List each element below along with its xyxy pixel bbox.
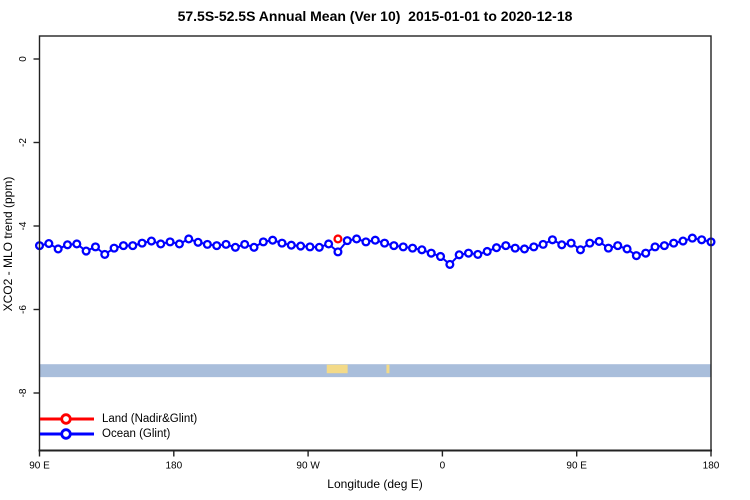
y-tick-label: 0 — [18, 56, 29, 62]
ocean-data-point — [342, 236, 352, 246]
ocean-data-point — [268, 235, 278, 245]
ocean-data-point — [156, 239, 166, 249]
ocean-data-point — [165, 237, 175, 247]
land-series-marker-icon — [40, 413, 94, 425]
ocean-data-point — [100, 249, 110, 259]
ocean-data-point — [258, 237, 268, 247]
ocean-data-point — [174, 239, 184, 249]
ocean-data-point — [547, 235, 558, 245]
y-tick-label: -8 — [18, 388, 29, 397]
ocean-data-point — [529, 242, 539, 252]
ocean-data-point — [687, 233, 697, 243]
y-tick-label: -6 — [18, 305, 29, 314]
ocean-data-point — [575, 245, 585, 255]
ocean-data-point — [352, 234, 362, 244]
ocean-data-point — [417, 245, 427, 255]
y-tick-label: -4 — [18, 221, 29, 230]
ocean-data-point — [90, 242, 101, 252]
ocean-data-point — [62, 240, 73, 250]
map-strip-land-patch — [326, 364, 348, 374]
ocean-data-point — [463, 248, 474, 258]
ocean-data-point — [566, 238, 576, 248]
ocean-data-point — [146, 236, 156, 246]
ocean-data-point — [398, 242, 408, 252]
ocean-data-point — [72, 239, 82, 249]
legend-item-land: Land (Nadir&Glint) — [38, 412, 197, 426]
ocean-data-point — [454, 250, 464, 260]
ocean-data-point — [482, 246, 492, 257]
ocean-data-point — [445, 259, 455, 269]
ocean-data-point — [659, 241, 669, 251]
ocean-data-point — [212, 241, 222, 251]
ocean-data-point — [603, 243, 613, 253]
ocean-data-point — [650, 242, 660, 252]
ocean-data-point — [669, 238, 679, 248]
ocean-data-point — [361, 237, 371, 247]
x-tick-label: 180 — [165, 461, 182, 472]
x-tick-label: 180 — [703, 461, 720, 472]
ocean-data-point — [286, 240, 296, 250]
ocean-data-point — [613, 241, 623, 251]
x-axis-label: Longitude (deg E) — [327, 477, 423, 491]
ocean-data-point — [370, 235, 380, 245]
ocean-data-point — [473, 249, 483, 259]
ocean-data-point — [435, 251, 446, 262]
ocean-data-point — [137, 238, 147, 248]
ocean-data-point — [491, 243, 502, 253]
ocean-data-point — [314, 242, 324, 252]
chart-title: 57.5S-52.5S Annual Mean (Ver 10) 2015-01… — [177, 8, 573, 24]
ocean-series-marker-icon — [40, 428, 94, 440]
ocean-data-point — [109, 243, 119, 253]
legend-label-ocean: Ocean (Glint) — [102, 428, 171, 440]
ocean-data-point — [221, 239, 231, 249]
ocean-data-point — [426, 248, 436, 258]
x-tick-label: 90 W — [296, 461, 320, 472]
ocean-data-point — [305, 242, 315, 252]
map-strip-land-patch — [386, 364, 390, 374]
ocean-data-point — [277, 238, 287, 248]
legend-label-land: Land (Nadir&Glint) — [102, 413, 198, 425]
ocean-data-point — [193, 237, 203, 247]
ocean-data-point — [557, 240, 567, 250]
ocean-data-point — [538, 239, 548, 249]
ocean-data-point — [333, 247, 343, 257]
ocean-data-point — [118, 241, 128, 251]
ocean-data-point — [81, 246, 91, 256]
ocean-data-point — [501, 241, 511, 251]
ocean-data-point — [230, 242, 240, 252]
ocean-data-point — [697, 235, 707, 245]
ocean-data-point — [641, 248, 651, 258]
ocean-data-point — [296, 241, 306, 251]
ocean-data-point — [53, 244, 63, 254]
ocean-data-point — [249, 242, 259, 252]
ocean-data-point — [585, 238, 595, 248]
ocean-data-point — [678, 236, 688, 246]
ocean-data-point — [622, 244, 632, 254]
ocean-data-point — [519, 244, 530, 254]
ocean-data-point — [380, 238, 390, 248]
ocean-data-point — [202, 239, 212, 249]
land-data-point — [333, 234, 343, 244]
ocean-data-point — [408, 243, 418, 253]
x-tick-label: 0 — [440, 461, 446, 472]
map-strip-ocean-band — [39, 364, 711, 378]
ocean-data-point — [631, 251, 641, 261]
ocean-data-point — [510, 243, 520, 253]
y-tick-label: -2 — [18, 138, 29, 147]
ocean-data-point — [389, 241, 399, 251]
ocean-data-point — [324, 239, 334, 249]
ocean-data-point — [44, 238, 54, 249]
ocean-data-point — [184, 234, 194, 244]
x-tick-label: 90 E — [29, 461, 50, 472]
legend: Land (Nadir&Glint) Ocean (Glint) — [38, 412, 197, 442]
ocean-data-point — [240, 239, 250, 249]
y-axis-label: XCO2 - MLO trend (ppm) — [1, 176, 15, 312]
ocean-data-point — [128, 241, 138, 251]
legend-item-ocean: Ocean (Glint) — [38, 427, 197, 441]
x-tick-label: 90 E — [566, 461, 587, 472]
ocean-data-point — [594, 236, 604, 246]
